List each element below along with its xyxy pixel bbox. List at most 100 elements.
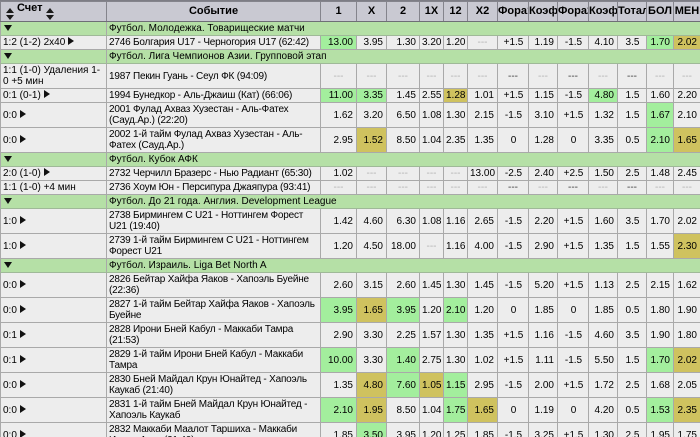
odds-x-cell[interactable]: 3.50: [357, 423, 387, 437]
odds-1-cell[interactable]: 2.60: [321, 273, 357, 298]
odds-1x-cell[interactable]: 1.20: [420, 423, 444, 437]
odds-x-cell[interactable]: 3.30: [357, 348, 387, 373]
odds-1-cell[interactable]: 1.20: [321, 234, 357, 259]
handicap-1-odds-cell[interactable]: 1.85: [529, 298, 558, 323]
odds-1x-cell[interactable]: 1.20: [420, 298, 444, 323]
odds-x2-cell[interactable]: 1.85: [468, 423, 498, 437]
handicap-1-odds-cell[interactable]: 1.19: [529, 36, 558, 50]
handicap-1-odds-cell[interactable]: 5.20: [529, 273, 558, 298]
handicap-2-cell[interactable]: -1.5: [558, 36, 589, 50]
odds-2-cell[interactable]: 7.60: [387, 373, 420, 398]
odds-1-cell[interactable]: 1.85: [321, 423, 357, 437]
odds-12-cell[interactable]: 1.25: [444, 423, 468, 437]
odds-x2-cell[interactable]: 2.15: [468, 103, 498, 128]
total-cell[interactable]: 2.5: [618, 273, 647, 298]
odds-x2-cell[interactable]: 1.45: [468, 273, 498, 298]
odds-12-cell[interactable]: 1.16: [444, 234, 468, 259]
odds-2-cell[interactable]: 6.30: [387, 209, 420, 234]
handicap-2-odds-cell[interactable]: 4.60: [589, 323, 618, 348]
odds-1-cell[interactable]: 11.00: [321, 89, 357, 103]
total-cell[interactable]: 2.5: [618, 167, 647, 181]
handicap-1-cell[interactable]: +1.5: [498, 348, 529, 373]
total-cell[interactable]: 1.5: [618, 103, 647, 128]
handicap-2-cell[interactable]: +1.5: [558, 103, 589, 128]
odds-x2-cell[interactable]: 1.01: [468, 89, 498, 103]
total-cell[interactable]: 3.5: [618, 323, 647, 348]
odds-x-cell[interactable]: 4.80: [357, 373, 387, 398]
event-cell[interactable]: 2830 Бней Майдал Крун Юнайтед - Хапоэль …: [107, 373, 321, 398]
handicap-1-odds-cell[interactable]: 1.19: [529, 398, 558, 423]
total-under-cell[interactable]: 1.90: [674, 298, 700, 323]
odds-12-cell[interactable]: 2.10: [444, 298, 468, 323]
handicap-2-cell[interactable]: -1.5: [558, 89, 589, 103]
event-cell[interactable]: 1987 Пекин Гуань - Сеул ФК (94:09): [107, 64, 321, 89]
handicap-1-odds-cell[interactable]: 2.00: [529, 373, 558, 398]
total-over-cell[interactable]: 1.90: [647, 323, 674, 348]
total-over-cell[interactable]: 1.70: [647, 36, 674, 50]
handicap-1-odds-cell[interactable]: 2.20: [529, 209, 558, 234]
total-cell[interactable]: 1.5: [618, 348, 647, 373]
odds-1x-cell[interactable]: 1.57: [420, 323, 444, 348]
total-under-cell[interactable]: 1.75: [674, 423, 700, 437]
handicap-1-cell[interactable]: 0: [498, 398, 529, 423]
total-over-cell[interactable]: 1.68: [647, 373, 674, 398]
handicap-1-cell[interactable]: -1.5: [498, 373, 529, 398]
odds-12-cell[interactable]: 1.30: [444, 273, 468, 298]
handicap-1-odds-cell[interactable]: 1.28: [529, 128, 558, 153]
odds-1-cell[interactable]: 1.35: [321, 373, 357, 398]
odds-x2-cell[interactable]: 1.35: [468, 323, 498, 348]
handicap-1-odds-cell[interactable]: 1.15: [529, 89, 558, 103]
handicap-2-cell[interactable]: -1.5: [558, 323, 589, 348]
total-over-cell[interactable]: 1.95: [647, 423, 674, 437]
odds-1-cell[interactable]: 1.42: [321, 209, 357, 234]
odds-2-cell[interactable]: 18.00: [387, 234, 420, 259]
total-over-cell[interactable]: 1.80: [647, 298, 674, 323]
handicap-2-odds-cell[interactable]: 4.10: [589, 36, 618, 50]
handicap-1-cell[interactable]: -1.5: [498, 103, 529, 128]
odds-2-cell[interactable]: 2.25: [387, 323, 420, 348]
odds-2-cell[interactable]: 3.95: [387, 298, 420, 323]
handicap-2-odds-cell[interactable]: 3.35: [589, 128, 618, 153]
odds-1x-cell[interactable]: 1.45: [420, 273, 444, 298]
odds-x-cell[interactable]: 1.65: [357, 298, 387, 323]
total-cell[interactable]: 3.5: [618, 36, 647, 50]
odds-2-cell[interactable]: 3.95: [387, 423, 420, 437]
total-over-cell[interactable]: 1.70: [647, 209, 674, 234]
total-under-cell[interactable]: 1.62: [674, 273, 700, 298]
odds-x-cell[interactable]: 1.52: [357, 128, 387, 153]
total-under-cell[interactable]: 2.30: [674, 234, 700, 259]
handicap-2-cell[interactable]: +1.5: [558, 423, 589, 437]
odds-1x-cell[interactable]: 1.04: [420, 398, 444, 423]
section-collapse-icon[interactable]: [4, 156, 12, 162]
odds-x-cell[interactable]: 3.95: [357, 36, 387, 50]
handicap-2-odds-cell[interactable]: 1.60: [589, 209, 618, 234]
odds-1x-cell[interactable]: 1.08: [420, 209, 444, 234]
handicap-2-odds-cell[interactable]: 1.35: [589, 234, 618, 259]
odds-1x-cell[interactable]: 2.55: [420, 89, 444, 103]
odds-1-cell[interactable]: 1.62: [321, 103, 357, 128]
odds-2-cell[interactable]: 1.30: [387, 36, 420, 50]
total-under-cell[interactable]: 2.02: [674, 348, 700, 373]
event-cell[interactable]: 2832 Маккаби Маалот Таршиха - Маккаби Ир…: [107, 423, 321, 437]
handicap-1-odds-cell[interactable]: 3.25: [529, 423, 558, 437]
odds-1-cell[interactable]: 13.00: [321, 36, 357, 50]
event-cell[interactable]: 2001 Фулад Ахваз Хузестан - Аль-Фатех (С…: [107, 103, 321, 128]
odds-12-cell[interactable]: 1.75: [444, 398, 468, 423]
handicap-1-odds-cell[interactable]: 2.40: [529, 167, 558, 181]
handicap-2-odds-cell[interactable]: 1.13: [589, 273, 618, 298]
odds-1-cell[interactable]: 10.00: [321, 348, 357, 373]
event-cell[interactable]: 2739 1-й тайм Бирмингем С U21 - Ноттинге…: [107, 234, 321, 259]
handicap-2-odds-cell[interactable]: 1.32: [589, 103, 618, 128]
total-under-cell[interactable]: 2.02: [674, 36, 700, 50]
handicap-1-cell[interactable]: +1.5: [498, 36, 529, 50]
odds-12-cell[interactable]: 1.16: [444, 209, 468, 234]
odds-1x-cell[interactable]: 1.08: [420, 103, 444, 128]
total-under-cell[interactable]: 2.05: [674, 373, 700, 398]
total-under-cell[interactable]: 2.35: [674, 398, 700, 423]
odds-12-cell[interactable]: 1.28: [444, 89, 468, 103]
handicap-1-cell[interactable]: -2.5: [498, 167, 529, 181]
total-over-cell[interactable]: 2.15: [647, 273, 674, 298]
odds-x-cell[interactable]: 3.35: [357, 89, 387, 103]
total-under-cell[interactable]: 1.80: [674, 323, 700, 348]
event-cell[interactable]: 2736 Хоум Юн - Персипура Джаяпура (93:41…: [107, 181, 321, 195]
